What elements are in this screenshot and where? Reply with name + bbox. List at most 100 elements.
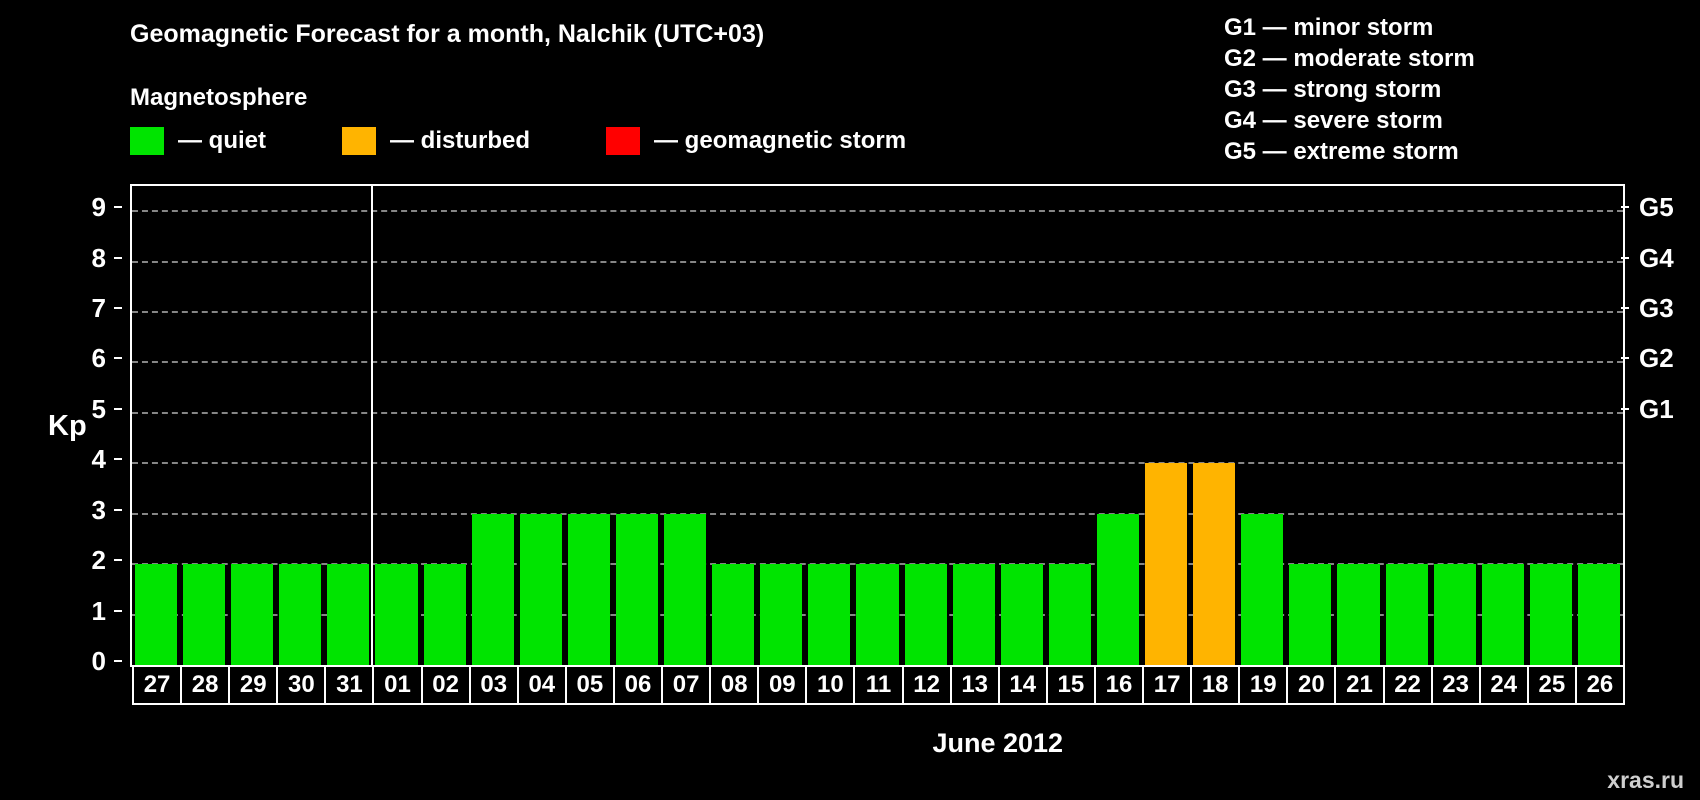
day-label-09: 09 xyxy=(757,665,808,705)
g-tick-mark-g4 xyxy=(1621,256,1629,259)
bar-day-13 xyxy=(952,564,995,665)
kp-tick-label-9: 9 xyxy=(91,192,106,223)
g2-legend-line: G2 — moderate storm xyxy=(1224,45,1475,72)
storm-label: — geomagnetic storm xyxy=(654,127,907,154)
right-axis: G1 G2 G3 G4 G5 xyxy=(1621,186,1700,661)
day-label-12: 12 xyxy=(901,665,952,705)
bar-day-19 xyxy=(1241,513,1284,665)
bar-day-20 xyxy=(1289,564,1332,665)
kp-tick-mark-0 xyxy=(114,660,122,662)
disturbed-label: — disturbed xyxy=(390,127,531,154)
day-label-17: 17 xyxy=(1142,665,1193,705)
day-label-14: 14 xyxy=(997,665,1048,705)
bar-day-18 xyxy=(1193,463,1236,665)
kp-tick-label-5: 5 xyxy=(91,393,106,424)
kp-tick-mark-9 xyxy=(114,206,122,209)
bar-day-05 xyxy=(567,513,610,665)
bar-day-07 xyxy=(664,513,707,665)
day-label-24: 24 xyxy=(1478,665,1529,705)
bar-day-29 xyxy=(231,564,274,665)
x-axis-title: June 2012 xyxy=(932,728,1064,758)
g1-legend-line: G1 — minor storm xyxy=(1224,14,1434,41)
bar-day-24 xyxy=(1481,564,1524,665)
kp-legend: — quiet — disturbed — geomagnetic storm xyxy=(130,127,982,155)
kp-tick-label-7: 7 xyxy=(91,293,106,324)
g-tick-label-g2: G2 xyxy=(1639,343,1674,374)
legend-item-quiet: — quiet xyxy=(130,127,266,155)
kp-tick-label-4: 4 xyxy=(91,444,106,475)
bar-day-01 xyxy=(375,564,418,665)
day-label-19: 19 xyxy=(1238,665,1289,705)
g-tick-label-g4: G4 xyxy=(1639,242,1674,273)
disturbed-color-swatch xyxy=(342,127,376,155)
gridline-kp-6 xyxy=(132,361,1623,364)
day-label-22: 22 xyxy=(1382,665,1433,705)
bar-day-21 xyxy=(1337,564,1380,665)
bar-day-04 xyxy=(519,513,562,665)
gridline-kp-8 xyxy=(132,260,1623,263)
g-tick-label-g1: G1 xyxy=(1639,393,1674,424)
bar-day-17 xyxy=(1145,463,1188,665)
bar-day-12 xyxy=(904,564,947,665)
kp-tick-label-0: 0 xyxy=(91,646,106,676)
day-label-13: 13 xyxy=(949,665,1000,705)
bar-day-30 xyxy=(279,564,322,665)
day-label-16: 16 xyxy=(1093,665,1145,705)
bar-day-14 xyxy=(1000,564,1043,665)
g-tick-label-g3: G3 xyxy=(1639,293,1674,324)
bar-day-10 xyxy=(808,564,851,665)
kp-tick-mark-8 xyxy=(114,256,122,259)
kp-tick-label-1: 1 xyxy=(91,595,106,626)
y-axis-title: Kp xyxy=(48,410,87,442)
day-label-11: 11 xyxy=(853,665,904,705)
g-tick-mark-g1 xyxy=(1621,407,1629,410)
day-label-04: 04 xyxy=(516,665,567,705)
gridline-kp-5 xyxy=(132,411,1623,414)
bar-day-16 xyxy=(1096,513,1140,665)
month-separator-line xyxy=(371,186,374,665)
bar-day-26 xyxy=(1577,564,1620,665)
bar-day-09 xyxy=(760,564,803,665)
day-label-15: 15 xyxy=(1045,665,1096,705)
kp-tick-label-6: 6 xyxy=(91,343,106,374)
kp-tick-label-8: 8 xyxy=(91,242,106,273)
kp-tick-mark-2 xyxy=(114,559,122,562)
day-label-18: 18 xyxy=(1190,665,1241,705)
day-label-08: 08 xyxy=(709,665,760,705)
g3-legend-line: G3 — strong storm xyxy=(1224,76,1442,103)
y-axis: 0 1 2 3 4 5 6 7 8 9 xyxy=(0,186,122,676)
chart-title: Geomagnetic Forecast for a month, Nalchi… xyxy=(130,20,765,48)
day-label-28: 28 xyxy=(180,665,231,705)
g-tick-mark-g2 xyxy=(1621,357,1629,360)
bar-day-31 xyxy=(327,564,370,665)
gridline-kp-9 xyxy=(132,210,1623,213)
bar-day-06 xyxy=(615,513,659,665)
bar-day-02 xyxy=(423,564,466,665)
quiet-label: — quiet xyxy=(178,127,266,154)
legend-item-storm: — geomagnetic storm xyxy=(606,127,906,155)
gridline-kp-7 xyxy=(132,311,1623,314)
day-label-06: 06 xyxy=(612,665,664,705)
legend-item-disturbed: — disturbed xyxy=(342,127,530,155)
day-label-01: 01 xyxy=(372,665,423,705)
kp-tick-mark-5 xyxy=(114,407,122,410)
gridline-kp-4 xyxy=(132,462,1623,465)
day-label-10: 10 xyxy=(805,665,856,705)
kp-tick-mark-6 xyxy=(114,357,122,360)
day-label-05: 05 xyxy=(564,665,615,705)
kp-tick-mark-3 xyxy=(114,508,122,511)
g5-legend-line: G5 — extreme storm xyxy=(1224,138,1459,165)
day-label-02: 02 xyxy=(420,665,471,705)
day-label-29: 29 xyxy=(228,665,279,705)
magnetosphere-label: Magnetosphere xyxy=(130,84,308,111)
watermark: xras.ru xyxy=(1607,767,1684,793)
day-label-03: 03 xyxy=(468,665,519,705)
kp-tick-label-2: 2 xyxy=(91,545,106,576)
day-label-23: 23 xyxy=(1430,665,1481,705)
kp-tick-mark-4 xyxy=(114,458,122,461)
gridline-kp-3 xyxy=(132,512,1623,515)
g-scale-legend: G1 — minor storm G2 — moderate storm G3 … xyxy=(1224,12,1475,167)
day-label-31: 31 xyxy=(324,665,375,705)
storm-color-swatch xyxy=(606,127,641,155)
g-tick-mark-g5 xyxy=(1621,206,1629,209)
